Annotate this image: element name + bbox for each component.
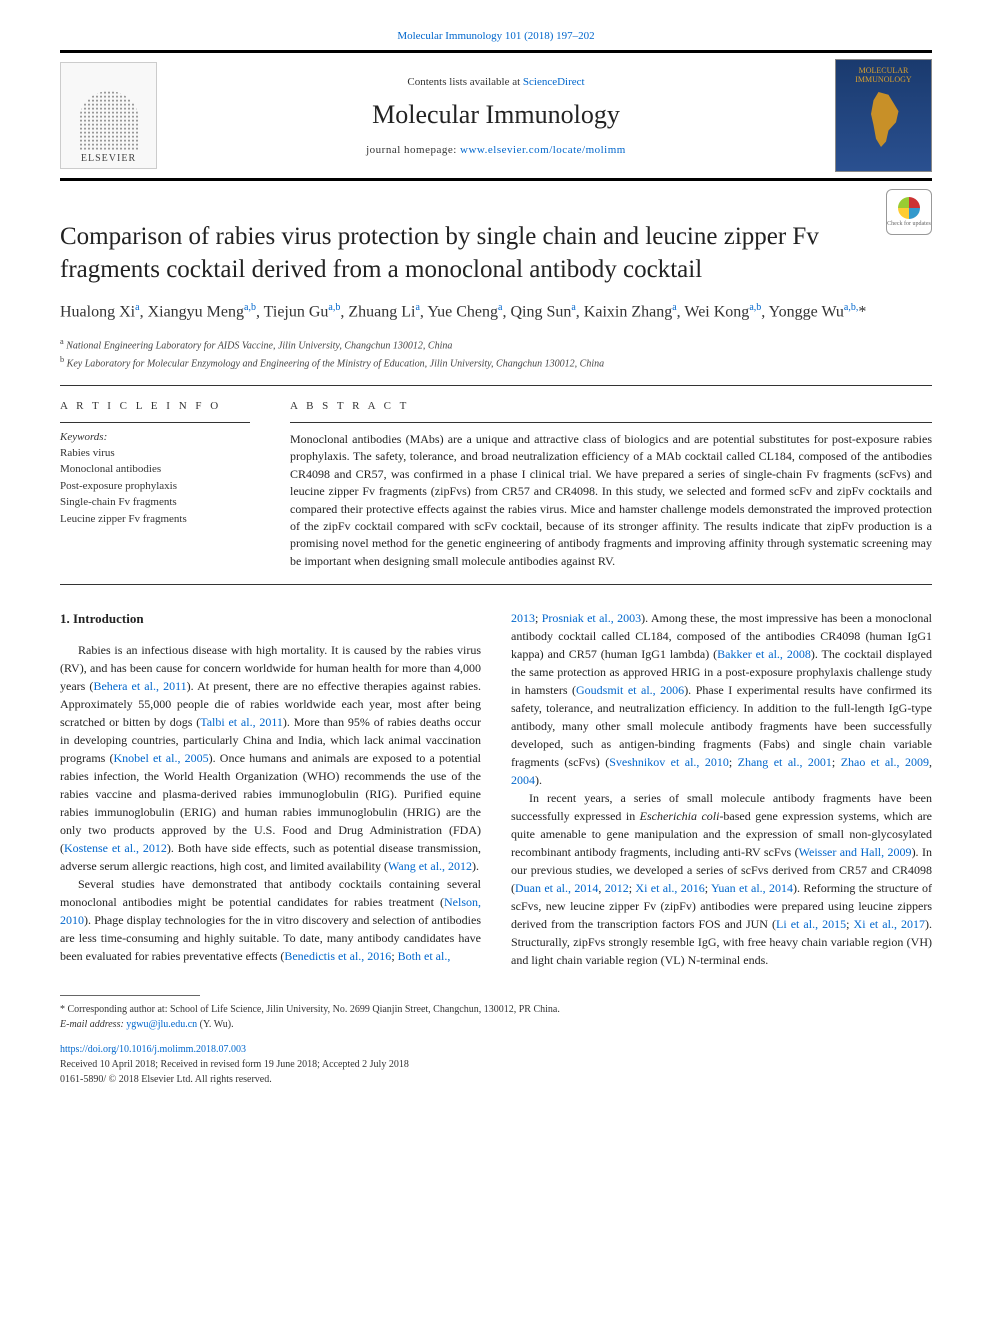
publisher-logo: ELSEVIER: [60, 62, 157, 169]
left-column: 1. Introduction Rabies is an infectious …: [60, 609, 481, 969]
journal-header: ELSEVIER Contents lists available at Sci…: [60, 50, 932, 181]
homepage-link[interactable]: www.elsevier.com/locate/molimm: [460, 144, 626, 156]
journal-citation[interactable]: Molecular Immunology 101 (2018) 197–202: [60, 30, 932, 50]
email-label: E-mail address:: [60, 1019, 126, 1030]
article-title: Comparison of rabies virus protection by…: [60, 221, 866, 286]
email-link[interactable]: ygwu@jlu.edu.cn: [126, 1019, 197, 1030]
article-info-label: A R T I C L E I N F O: [60, 400, 250, 412]
keywords-list: Rabies virusMonoclonal antibodiesPost-ex…: [60, 445, 250, 528]
affiliations: a National Engineering Laboratory for AI…: [60, 336, 932, 371]
divider: [60, 385, 932, 386]
check-updates-badge[interactable]: Check for updates: [886, 189, 932, 235]
journal-title: Molecular Immunology: [167, 100, 825, 130]
abstract-text: Monoclonal antibodies (MAbs) are a uniqu…: [290, 431, 932, 570]
homepage-prefix: journal homepage:: [366, 144, 460, 156]
copyright-line: 0161-5890/ © 2018 Elsevier Ltd. All righ…: [60, 1072, 932, 1087]
header-center: Contents lists available at ScienceDirec…: [167, 76, 825, 156]
keyword: Post-exposure prophylaxis: [60, 478, 250, 495]
intro-heading: 1. Introduction: [60, 609, 481, 629]
email-line: E-mail address: ygwu@jlu.edu.cn (Y. Wu).: [60, 1017, 932, 1032]
doi-link[interactable]: https://doi.org/10.1016/j.molimm.2018.07…: [60, 1044, 246, 1055]
body-paragraph: Several studies have demonstrated that a…: [60, 875, 481, 965]
crossmark-icon: [898, 197, 920, 219]
cover-title-2: IMMUNOLOGY: [855, 75, 911, 84]
elsevier-tree-icon: [79, 91, 139, 151]
keyword: Single-chain Fv fragments: [60, 494, 250, 511]
corresponding-author: * Corresponding author at: School of Lif…: [60, 1002, 932, 1017]
divider: [290, 422, 932, 423]
footnotes: * Corresponding author at: School of Lif…: [60, 1002, 932, 1032]
divider: [60, 584, 932, 585]
body-paragraph: In recent years, a series of small molec…: [511, 789, 932, 969]
publisher-name: ELSEVIER: [81, 153, 136, 168]
body-paragraph: 2013; Prosniak et al., 2003). Among thes…: [511, 609, 932, 789]
abstract-block: A B S T R A C T Monoclonal antibodies (M…: [290, 400, 932, 570]
keyword: Rabies virus: [60, 445, 250, 462]
doi-block: https://doi.org/10.1016/j.molimm.2018.07…: [60, 1042, 932, 1087]
keywords-label: Keywords:: [60, 431, 250, 443]
homepage-line: journal homepage: www.elsevier.com/locat…: [167, 144, 825, 156]
abstract-label: A B S T R A C T: [290, 400, 932, 412]
received-line: Received 10 April 2018; Received in revi…: [60, 1057, 932, 1072]
sciencedirect-link[interactable]: ScienceDirect: [523, 76, 585, 88]
author-list: Hualong Xia, Xiangyu Menga,b, Tiejun Gua…: [60, 300, 932, 324]
email-suffix: (Y. Wu).: [197, 1019, 233, 1030]
footnote-separator: [60, 995, 200, 996]
divider: [60, 422, 250, 423]
journal-cover: MOLECULAR IMMUNOLOGY: [835, 59, 932, 172]
body-columns: 1. Introduction Rabies is an infectious …: [60, 609, 932, 969]
check-updates-label: Check for updates: [887, 221, 931, 227]
contents-line: Contents lists available at ScienceDirec…: [167, 76, 825, 88]
cover-graphic: [859, 92, 909, 147]
body-paragraph: Rabies is an infectious disease with hig…: [60, 641, 481, 875]
keyword: Leucine zipper Fv fragments: [60, 511, 250, 528]
keyword: Monoclonal antibodies: [60, 461, 250, 478]
cover-title-1: MOLECULAR: [859, 66, 909, 75]
right-column: 2013; Prosniak et al., 2003). Among thes…: [511, 609, 932, 969]
article-info-block: A R T I C L E I N F O Keywords: Rabies v…: [60, 400, 250, 570]
contents-prefix: Contents lists available at: [407, 76, 522, 88]
